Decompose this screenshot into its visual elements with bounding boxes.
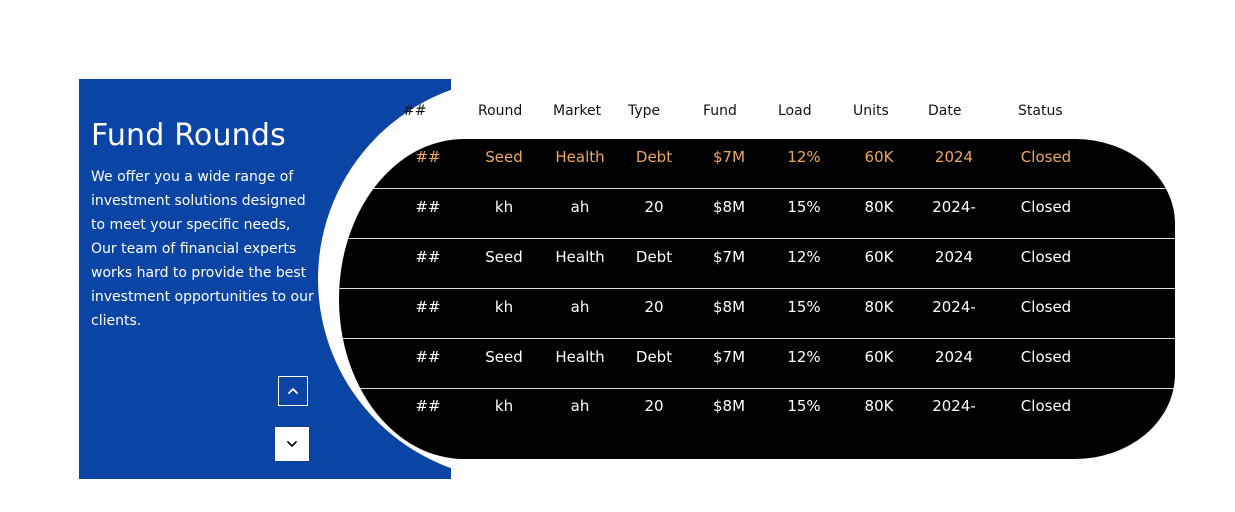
header-round: Round (478, 103, 523, 119)
cell-load: 12% (787, 348, 821, 366)
cell-hash: ## (415, 198, 441, 216)
row-divider (339, 238, 1175, 239)
header-hash: ## (403, 103, 427, 119)
cell-status: Closed (1020, 248, 1072, 266)
cell-date: 2024- (932, 397, 976, 415)
scroll-up-button[interactable] (278, 376, 308, 406)
cell-fund: $8M (712, 198, 746, 216)
row-divider (339, 188, 1175, 189)
cell-date: 2024 (934, 348, 974, 366)
cell-market: ah (570, 397, 590, 415)
header-load: Load (778, 103, 812, 119)
cell-load: 12% (787, 148, 821, 166)
cell-fund: $7M (712, 348, 746, 366)
cell-fund: $7M (712, 148, 746, 166)
table-body (339, 139, 1175, 459)
cell-hash: ## (415, 298, 441, 316)
cell-units: 60K (864, 148, 894, 166)
cell-units: 80K (864, 397, 894, 415)
cell-load: 15% (787, 397, 821, 415)
row-divider (339, 288, 1175, 289)
header-market: Market (553, 103, 602, 119)
cell-status: Closed (1020, 148, 1072, 166)
cell-round: Seed (485, 148, 523, 166)
cell-status: Closed (1020, 298, 1072, 316)
cell-type: Debt (635, 248, 673, 266)
cell-hash: ## (415, 148, 441, 166)
scroll-down-button[interactable] (275, 427, 309, 461)
cell-hash: ## (415, 348, 441, 366)
cell-fund: $8M (712, 397, 746, 415)
cell-round: kh (494, 198, 514, 216)
cell-load: 15% (787, 198, 821, 216)
cell-type: Debt (635, 348, 673, 366)
section-title: Fund Rounds (91, 118, 286, 153)
chevron-down-icon (287, 441, 297, 447)
cell-type: 20 (644, 298, 664, 316)
chevron-up-icon (288, 388, 298, 394)
cell-date: 2024- (932, 298, 976, 316)
cell-units: 60K (864, 248, 894, 266)
cell-market: ah (570, 298, 590, 316)
cell-type: Debt (635, 148, 673, 166)
cell-load: 15% (787, 298, 821, 316)
cell-units: 60K (864, 348, 894, 366)
header-status: Status (1018, 103, 1063, 119)
cell-status: Closed (1020, 198, 1072, 216)
cell-load: 12% (787, 248, 821, 266)
row-divider (339, 338, 1175, 339)
header-date: Date (928, 103, 962, 119)
cell-market: Health (555, 248, 605, 266)
cell-date: 2024 (934, 148, 974, 166)
cell-hash: ## (415, 248, 441, 266)
cell-fund: $8M (712, 298, 746, 316)
header-units: Units (853, 103, 889, 119)
cell-round: kh (494, 298, 514, 316)
cell-market: ah (570, 198, 590, 216)
cell-units: 80K (864, 198, 894, 216)
cell-type: 20 (644, 397, 664, 415)
header-fund: Fund (703, 103, 737, 119)
cell-hash: ## (415, 397, 441, 415)
cell-fund: $7M (712, 248, 746, 266)
cell-date: 2024- (932, 198, 976, 216)
cell-status: Closed (1020, 397, 1072, 415)
cell-round: Seed (485, 348, 523, 366)
cell-round: kh (494, 397, 514, 415)
cell-market: Health (555, 148, 605, 166)
cell-market: Health (555, 348, 605, 366)
cell-round: Seed (485, 248, 523, 266)
cell-type: 20 (644, 198, 664, 216)
cell-status: Closed (1020, 348, 1072, 366)
header-type: Type (628, 103, 661, 119)
row-divider (339, 388, 1175, 389)
cell-units: 80K (864, 298, 894, 316)
cell-date: 2024 (934, 248, 974, 266)
section-description: We offer you a wide range of investment … (91, 169, 314, 329)
